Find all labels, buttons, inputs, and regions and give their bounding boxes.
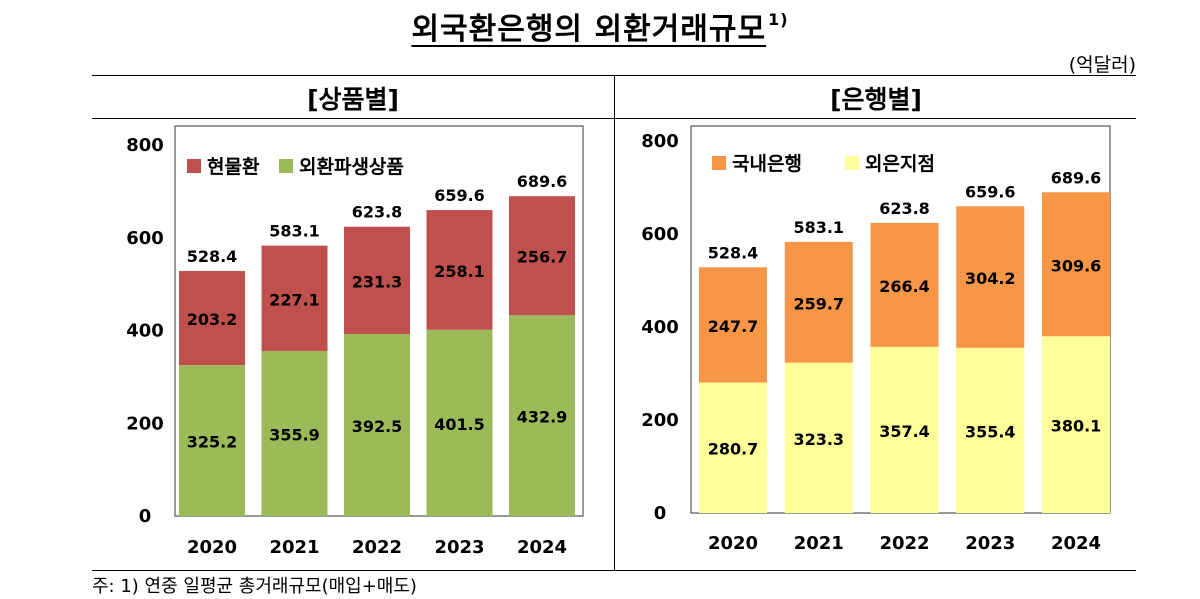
total-label: 623.8 xyxy=(879,199,930,218)
panel-title-product: [상품별] xyxy=(307,85,399,114)
legend-label: 국내은행 xyxy=(732,153,802,175)
panel-title-bank: [은행별] xyxy=(830,85,922,114)
legend-swatch xyxy=(845,156,859,170)
bar-segment xyxy=(699,267,767,383)
legend-label: 현물환 xyxy=(207,156,260,178)
panel-divider xyxy=(614,75,615,570)
y-tick-label: 200 xyxy=(641,410,679,431)
title-note-mark: 1) xyxy=(768,10,789,29)
y-tick-label: 400 xyxy=(126,321,164,342)
x-tick-label: 2020 xyxy=(708,533,758,554)
page-title-text: 외국환은행의 외환거래규모 xyxy=(411,12,767,47)
data-label: 392.5 xyxy=(352,417,403,436)
y-tick-label: 400 xyxy=(641,317,679,338)
y-tick-label: 200 xyxy=(126,413,164,434)
x-tick-label: 2022 xyxy=(879,533,929,554)
y-tick-label: 0 xyxy=(139,506,152,527)
data-label: 355.4 xyxy=(965,422,1016,441)
y-tick-label: 800 xyxy=(126,135,164,156)
data-label: 203.2 xyxy=(187,310,238,329)
bar-segment xyxy=(344,226,410,334)
bar-segment xyxy=(426,210,493,330)
x-tick-label: 2020 xyxy=(187,537,237,558)
bar-segment xyxy=(956,347,1025,513)
data-label: 357.4 xyxy=(879,422,930,441)
data-label: 280.7 xyxy=(708,440,759,459)
total-label: 689.6 xyxy=(517,172,568,191)
data-label: 380.1 xyxy=(1051,417,1102,436)
bar-segment xyxy=(509,315,575,516)
x-tick-label: 2024 xyxy=(1051,533,1101,554)
x-tick-label: 2023 xyxy=(434,537,484,558)
bar-segment xyxy=(1042,192,1110,337)
bar-segment xyxy=(179,270,245,366)
total-label: 583.1 xyxy=(269,222,320,241)
data-label: 355.9 xyxy=(269,425,320,444)
x-tick-label: 2022 xyxy=(352,537,402,558)
y-tick-label: 800 xyxy=(641,131,679,152)
legend-swatch xyxy=(712,156,726,170)
x-tick-label: 2024 xyxy=(517,537,567,558)
data-label: 258.1 xyxy=(434,262,485,281)
legend-label: 외환파생상품 xyxy=(299,156,404,178)
data-label: 247.7 xyxy=(708,317,759,336)
legend-swatch xyxy=(279,159,293,173)
bar-segment xyxy=(344,333,410,516)
data-label: 256.7 xyxy=(517,248,568,267)
data-label: 325.2 xyxy=(187,433,238,452)
data-label: 401.5 xyxy=(434,415,485,434)
data-label: 432.9 xyxy=(517,408,568,427)
data-label: 259.7 xyxy=(793,294,844,313)
bar-segment xyxy=(870,346,939,513)
bar-segment xyxy=(956,206,1025,348)
footnote: 주: 1) 연중 일평균 총거래규모(매입+매도) xyxy=(92,576,417,597)
unit-label: (억달러) xyxy=(1068,54,1136,76)
bar-segment xyxy=(261,245,328,351)
bar-segment xyxy=(870,222,939,347)
data-label: 304.2 xyxy=(965,269,1016,288)
total-label: 528.4 xyxy=(708,243,759,262)
legend-swatch xyxy=(187,159,201,173)
data-label: 231.3 xyxy=(352,272,403,291)
x-tick-label: 2021 xyxy=(794,533,844,554)
x-tick-label: 2023 xyxy=(965,533,1015,554)
y-tick-label: 0 xyxy=(654,503,667,524)
bar-segment xyxy=(426,329,493,516)
total-label: 623.8 xyxy=(352,203,403,222)
total-label: 528.4 xyxy=(187,247,238,266)
legend-label: 외은지점 xyxy=(865,153,935,175)
bar-segment xyxy=(261,350,328,516)
data-label: 227.1 xyxy=(269,290,320,309)
bar-segment xyxy=(699,382,767,513)
y-tick-label: 600 xyxy=(126,228,164,249)
bar-segment xyxy=(784,362,853,513)
data-label: 266.4 xyxy=(879,277,930,296)
table-bottom-rule xyxy=(92,570,1136,571)
bar-segment xyxy=(509,196,575,316)
bar-segment xyxy=(179,365,245,516)
x-tick-label: 2021 xyxy=(269,537,319,558)
bar-segment xyxy=(784,241,853,363)
y-tick-label: 600 xyxy=(641,224,679,245)
total-label: 659.6 xyxy=(965,182,1016,201)
data-label: 309.6 xyxy=(1051,256,1102,275)
page-title: 외국환은행의 외환거래규모 1) xyxy=(0,4,1200,48)
total-label: 689.6 xyxy=(1051,168,1102,187)
bar-segment xyxy=(1042,336,1110,513)
total-label: 659.6 xyxy=(434,186,485,205)
total-label: 583.1 xyxy=(793,218,844,237)
data-label: 323.3 xyxy=(793,430,844,449)
